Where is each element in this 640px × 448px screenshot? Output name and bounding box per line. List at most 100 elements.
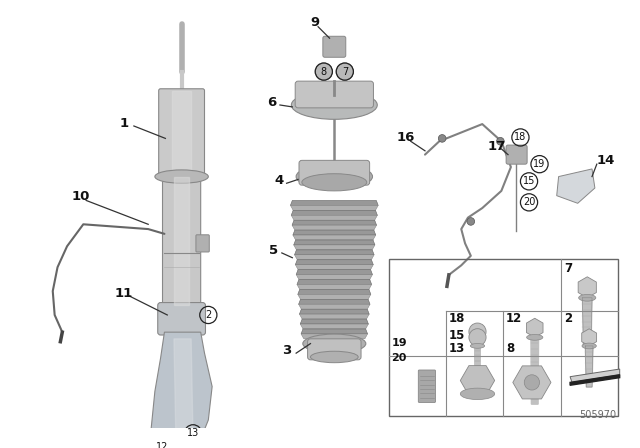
Text: 18: 18	[515, 133, 527, 142]
Polygon shape	[294, 240, 375, 245]
Text: 3: 3	[282, 344, 291, 357]
Text: 19: 19	[392, 338, 407, 348]
Polygon shape	[300, 324, 369, 329]
Text: 8: 8	[506, 342, 515, 355]
Bar	[388, 258, 618, 416]
Polygon shape	[291, 215, 378, 220]
Polygon shape	[293, 230, 376, 235]
Text: 12: 12	[506, 312, 522, 325]
Text: 12: 12	[156, 442, 169, 448]
FancyBboxPatch shape	[196, 235, 209, 252]
Ellipse shape	[460, 388, 495, 400]
Polygon shape	[299, 299, 370, 304]
Polygon shape	[570, 375, 620, 385]
Ellipse shape	[527, 335, 543, 340]
Text: 14: 14	[596, 154, 615, 167]
Text: 13: 13	[187, 428, 199, 438]
Polygon shape	[297, 280, 372, 284]
Polygon shape	[292, 225, 376, 230]
Ellipse shape	[579, 294, 596, 301]
Polygon shape	[293, 235, 376, 240]
Polygon shape	[174, 339, 193, 439]
FancyBboxPatch shape	[157, 302, 205, 335]
Polygon shape	[301, 334, 367, 339]
Polygon shape	[174, 177, 189, 306]
Polygon shape	[586, 346, 593, 387]
Circle shape	[438, 134, 446, 142]
Text: 13: 13	[449, 342, 465, 355]
FancyBboxPatch shape	[295, 81, 374, 108]
Polygon shape	[531, 337, 539, 404]
Polygon shape	[301, 329, 367, 334]
Polygon shape	[291, 205, 378, 210]
Polygon shape	[299, 304, 370, 309]
Text: 8: 8	[321, 67, 327, 77]
FancyBboxPatch shape	[419, 370, 435, 402]
Polygon shape	[570, 369, 620, 383]
Ellipse shape	[310, 351, 358, 363]
Polygon shape	[295, 265, 373, 270]
Text: 4: 4	[274, 174, 284, 187]
Circle shape	[469, 329, 486, 346]
Text: 7: 7	[342, 67, 348, 77]
Polygon shape	[294, 250, 374, 255]
Ellipse shape	[470, 338, 484, 343]
Polygon shape	[294, 245, 375, 250]
Ellipse shape	[302, 174, 367, 191]
Text: 18: 18	[449, 312, 465, 325]
Circle shape	[469, 323, 486, 340]
Text: 7: 7	[564, 262, 572, 275]
Polygon shape	[291, 210, 378, 215]
Circle shape	[467, 218, 475, 225]
Ellipse shape	[155, 170, 209, 183]
Polygon shape	[557, 169, 595, 203]
FancyBboxPatch shape	[323, 36, 346, 57]
Ellipse shape	[291, 90, 377, 119]
Polygon shape	[475, 346, 481, 372]
Circle shape	[316, 63, 332, 80]
Text: 9: 9	[310, 17, 319, 30]
Text: 16: 16	[396, 131, 415, 144]
Text: 17: 17	[488, 139, 506, 152]
Text: 505970: 505970	[579, 410, 616, 420]
Polygon shape	[296, 275, 372, 280]
Text: 5: 5	[269, 244, 278, 257]
Ellipse shape	[296, 164, 372, 189]
Text: 2: 2	[205, 310, 211, 320]
Polygon shape	[151, 332, 212, 448]
Polygon shape	[291, 200, 378, 205]
Polygon shape	[300, 319, 369, 324]
Text: 11: 11	[115, 287, 133, 300]
Polygon shape	[297, 284, 372, 289]
Polygon shape	[475, 340, 481, 372]
Polygon shape	[296, 270, 372, 275]
Polygon shape	[295, 260, 373, 265]
Ellipse shape	[470, 344, 484, 348]
Text: 15: 15	[523, 177, 535, 186]
Polygon shape	[172, 90, 191, 177]
FancyBboxPatch shape	[299, 160, 370, 185]
Polygon shape	[300, 314, 369, 319]
Polygon shape	[294, 255, 374, 260]
Polygon shape	[582, 298, 592, 346]
Polygon shape	[292, 220, 376, 225]
Text: 1: 1	[120, 116, 129, 129]
Text: 2: 2	[564, 312, 572, 325]
Circle shape	[497, 138, 504, 145]
Polygon shape	[298, 294, 371, 299]
Text: 20: 20	[523, 198, 535, 207]
FancyBboxPatch shape	[159, 89, 205, 178]
Text: 10: 10	[72, 190, 90, 203]
Polygon shape	[300, 309, 369, 314]
Text: 19: 19	[533, 159, 546, 169]
FancyBboxPatch shape	[506, 145, 527, 164]
Text: 6: 6	[268, 95, 276, 108]
Circle shape	[336, 63, 353, 80]
Text: 20: 20	[392, 353, 407, 363]
Text: 15: 15	[449, 329, 465, 342]
Ellipse shape	[582, 343, 596, 349]
Circle shape	[524, 375, 540, 390]
Polygon shape	[298, 289, 371, 294]
FancyBboxPatch shape	[308, 339, 361, 360]
FancyBboxPatch shape	[163, 175, 201, 307]
